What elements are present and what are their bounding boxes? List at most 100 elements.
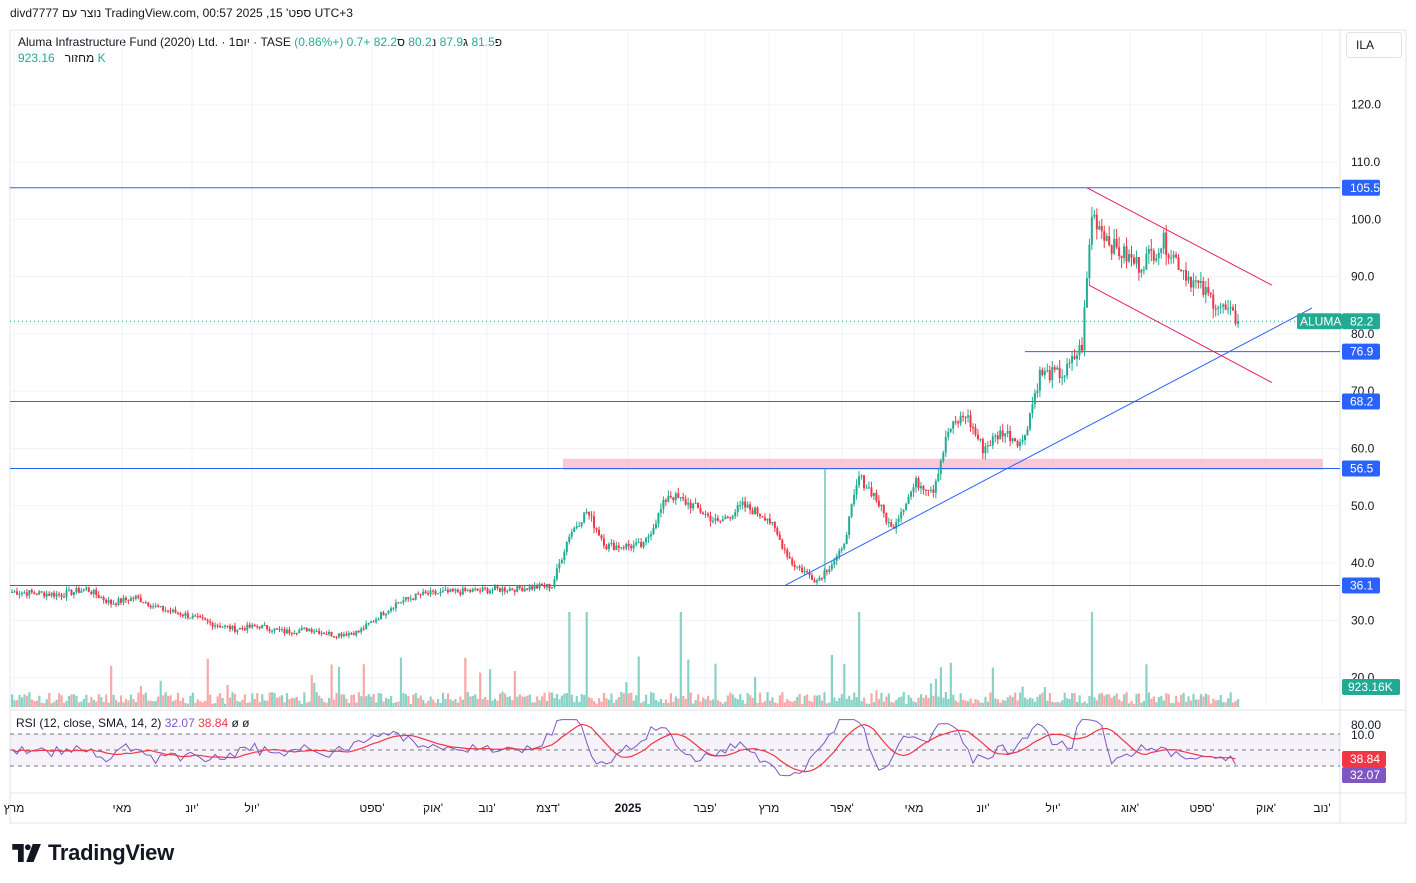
volume-bar (276, 697, 279, 707)
candle-body (994, 435, 997, 437)
volume-bar (1237, 699, 1240, 707)
volume-bar (756, 702, 759, 707)
candle-body (528, 586, 531, 590)
candle-body (635, 542, 638, 545)
volume-bar (650, 692, 653, 707)
x-tick-label: יול' (1046, 801, 1061, 815)
volume-bar (1001, 699, 1004, 707)
candle-body (531, 586, 534, 590)
candle-body (315, 630, 318, 632)
candle-body (204, 618, 207, 621)
volume-bar (635, 695, 638, 707)
volume-bar (407, 696, 410, 707)
candle-body (642, 542, 645, 547)
candle-body (612, 542, 615, 550)
volume-bar (1098, 693, 1101, 707)
candle-body (63, 596, 66, 598)
volume-bar (917, 697, 920, 707)
candle-body (1229, 307, 1232, 309)
candle-body (484, 587, 487, 589)
watermark-header: divd7777 נוצר עם TradingView.com, 00:57 … (10, 6, 353, 20)
x-tick-label: 2025 (615, 801, 642, 815)
price-level-tag (1342, 343, 1380, 360)
candle-body (437, 593, 440, 595)
volume-bar (1224, 702, 1227, 707)
rsi-tick-label: 80.00 (1351, 718, 1381, 732)
rsi-tag: 32.07 (1350, 768, 1380, 782)
candle-body (845, 534, 848, 544)
volume-bar (516, 696, 519, 707)
volume-bar (959, 693, 962, 707)
candle-body (1021, 440, 1024, 442)
volume-bar (667, 702, 670, 707)
candle-body (471, 589, 474, 592)
x-tick-label: יול' (245, 801, 260, 815)
volume-bar (877, 699, 881, 707)
candle-body (952, 421, 955, 429)
volume-bar (1132, 703, 1136, 707)
volume-bar (204, 700, 207, 707)
volume-bar (199, 701, 202, 707)
tradingview-logo[interactable]: TradingView (12, 840, 174, 866)
volume-value: 923.16 K (18, 51, 106, 65)
candle-body (739, 504, 742, 506)
candle-body (479, 590, 482, 592)
candle-body (910, 491, 913, 497)
candle-body (412, 598, 415, 600)
candle-body (917, 478, 920, 489)
candle-body (962, 415, 965, 418)
volume-bar (28, 692, 31, 707)
volume-bar (464, 657, 467, 707)
candle-body (751, 509, 754, 515)
volume-bar (221, 697, 224, 707)
candle-body (323, 632, 326, 634)
candle-body (251, 624, 254, 628)
candle-body (293, 633, 296, 635)
candle-body (310, 629, 313, 633)
candle-body (407, 597, 410, 599)
volume-bar (243, 694, 247, 707)
candle-body (967, 415, 970, 418)
volume-bar (226, 684, 229, 707)
volume-bar (803, 695, 806, 707)
volume-bar (434, 702, 437, 707)
candles (11, 206, 1239, 640)
volume-bar (318, 695, 321, 707)
candle-body (976, 434, 979, 440)
volume-bar (1073, 693, 1076, 707)
rsi-extra-2: ø (242, 716, 250, 730)
y-tick-label: 90.0 (1351, 270, 1375, 284)
volume-bar (605, 698, 608, 707)
candle-body (796, 566, 799, 568)
volume-bar (18, 694, 21, 707)
currency-button[interactable]: ILA (1346, 32, 1402, 58)
candle-body (1199, 280, 1202, 283)
volume-bar (33, 701, 36, 707)
volume-bar (1207, 695, 1210, 707)
candle-body (384, 613, 387, 616)
rsi-title[interactable]: RSI (12, close, SMA, 14, 2) (16, 716, 162, 730)
volume-bar (261, 694, 264, 707)
candle-body (709, 515, 712, 522)
volume-bar (1063, 692, 1066, 707)
volume-bar (1085, 703, 1089, 707)
volume-bar (828, 702, 831, 707)
volume-bar (129, 694, 133, 707)
volume-bar (439, 702, 442, 707)
volume-bar (80, 701, 83, 707)
symbol-name[interactable]: Aluma Infrastructure Fund (2020) Ltd. · … (18, 35, 291, 49)
candle-body (1088, 244, 1091, 279)
resistance-zone (563, 458, 1323, 470)
volume-bar (432, 699, 435, 707)
volume-bar (645, 694, 648, 707)
volume-bar (999, 702, 1002, 707)
volume-bar (1046, 700, 1049, 707)
candle-body (1004, 433, 1007, 437)
candle-body (919, 486, 922, 489)
volume-bar (1212, 698, 1215, 707)
volume-bar (1135, 693, 1138, 707)
candle-body (1001, 430, 1004, 437)
candle-body (979, 439, 982, 441)
volume-bar (1209, 703, 1212, 707)
